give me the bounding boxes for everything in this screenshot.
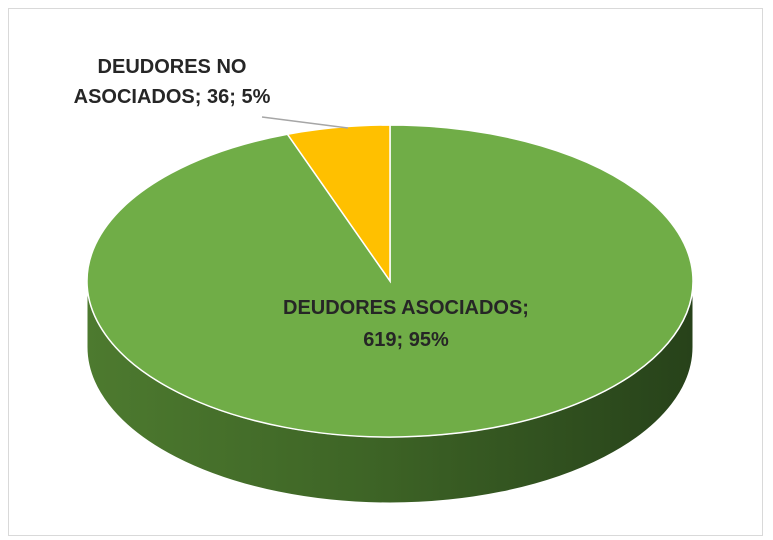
slice-label-no-asociados-line2: ASOCIADOS; 36; 5% <box>74 86 271 108</box>
slice-label-asociados-line2: 619; 95% <box>363 329 449 351</box>
slice-label-asociados-line1: DEUDORES ASOCIADOS; <box>283 297 529 319</box>
slice-label-no-asociados-line1: DEUDORES NO <box>98 56 247 78</box>
slice-leader-line <box>261 116 349 129</box>
